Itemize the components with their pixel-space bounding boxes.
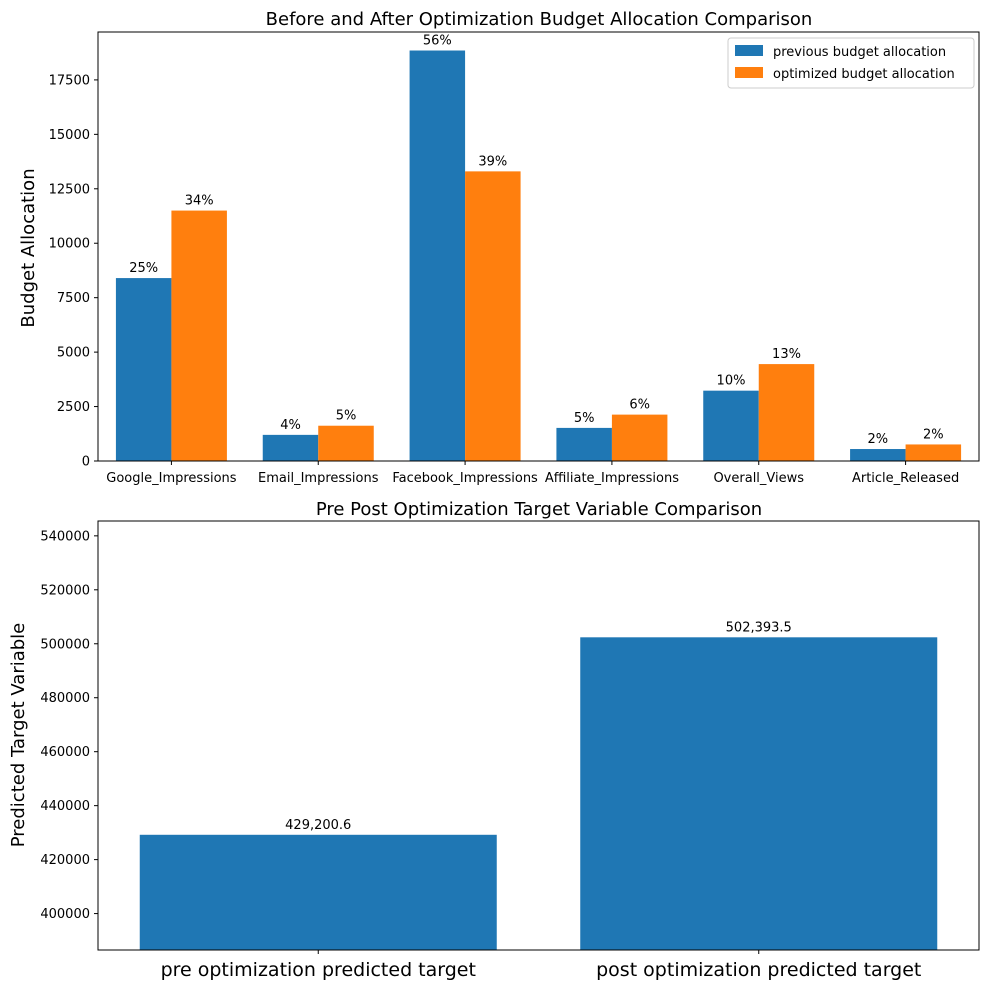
- bar-previous-budget-allocation-affiliate-impressions: [556, 427, 612, 461]
- bar-pre-optimization-predicted-target: [139, 834, 497, 950]
- bar-previous-budget-allocation-overall-views: [703, 390, 759, 461]
- bar-optimized-budget-allocation-affiliate-impressions: [611, 414, 668, 461]
- bar-optimized-budget-allocation-article-released: [905, 444, 962, 461]
- chart2-ylabel: Predicted Target Variable: [8, 623, 29, 848]
- x-tick-label-overall-views: Overall_Views: [713, 471, 804, 486]
- y-tick-label-15000: 15000: [49, 128, 90, 143]
- y-tick-label-17500: 17500: [49, 73, 90, 88]
- data-label-previous-budget-allocation-email-impressions: 4%: [280, 418, 301, 433]
- x-tick-label-pre-optimization-predicted-target: pre optimization predicted target: [161, 959, 476, 981]
- x-tick-label-email-impressions: Email_Impressions: [258, 471, 379, 486]
- legend-swatch-previous: [735, 45, 763, 56]
- data-label-pre-optimization-predicted-target: 429,200.6: [285, 818, 351, 833]
- y-tick-label-2500: 2500: [57, 400, 90, 415]
- bar-previous-budget-allocation-article-released: [850, 449, 906, 461]
- bar-previous-budget-allocation-email-impressions: [262, 434, 319, 461]
- data-label-post-optimization-predicted-target: 502,393.5: [726, 620, 792, 635]
- data-label-optimized-budget-allocation-email-impressions: 5%: [336, 409, 357, 424]
- y-tick-label-540000: 540000: [40, 529, 90, 544]
- target-variable-chart: Pre Post Optimization Target Variable Co…: [8, 499, 980, 981]
- bar-post-optimization-predicted-target: [580, 637, 938, 950]
- y-tick-label-10000: 10000: [49, 237, 90, 252]
- data-label-previous-budget-allocation-affiliate-impressions: 5%: [574, 411, 595, 426]
- x-tick-label-affiliate-impressions: Affiliate_Impressions: [545, 471, 679, 486]
- bar-optimized-budget-allocation-facebook-impressions: [465, 171, 521, 462]
- budget-allocation-chart: Before and After Optimization Budget All…: [18, 9, 980, 486]
- y-tick-label-7500: 7500: [57, 291, 90, 306]
- bar-previous-budget-allocation-google-impressions: [115, 278, 172, 461]
- y-tick-label-5000: 5000: [57, 346, 90, 361]
- bar-optimized-budget-allocation-google-impressions: [171, 210, 227, 461]
- data-label-optimized-budget-allocation-affiliate-impressions: 6%: [629, 398, 650, 413]
- y-tick-label-0: 0: [82, 455, 90, 470]
- chart1-ylabel: Budget Allocation: [18, 168, 39, 327]
- x-tick-label-article-released: Article_Released: [852, 471, 959, 486]
- data-label-previous-budget-allocation-facebook-impressions: 56%: [423, 34, 452, 49]
- legend-label-optimized: optimized budget allocation: [773, 67, 955, 82]
- y-tick-label-460000: 460000: [40, 745, 90, 760]
- chart1-legend: previous budget allocation optimized bud…: [727, 37, 975, 89]
- x-tick-label-post-optimization-predicted-target: post optimization predicted target: [596, 959, 921, 981]
- y-tick-label-520000: 520000: [40, 583, 90, 598]
- chart1-frame: [97, 31, 980, 462]
- y-tick-label-500000: 500000: [40, 637, 90, 652]
- chart2-frame: [97, 520, 980, 951]
- x-tick-label-google-impressions: Google_Impressions: [106, 471, 237, 486]
- y-tick-label-420000: 420000: [40, 853, 90, 868]
- chart1-title: Before and After Optimization Budget All…: [266, 9, 813, 30]
- bar-optimized-budget-allocation-email-impressions: [318, 425, 374, 461]
- data-label-previous-budget-allocation-article-released: 2%: [868, 432, 889, 447]
- y-tick-label-440000: 440000: [40, 799, 90, 814]
- data-label-optimized-budget-allocation-overall-views: 13%: [772, 347, 801, 362]
- data-label-previous-budget-allocation-google-impressions: 25%: [129, 261, 158, 276]
- y-tick-label-12500: 12500: [49, 182, 90, 197]
- bar-optimized-budget-allocation-overall-views: [758, 364, 815, 461]
- x-tick-label-facebook-impressions: Facebook_Impressions: [392, 471, 538, 486]
- legend-box: [727, 37, 975, 89]
- bar-previous-budget-allocation-facebook-impressions: [409, 50, 466, 461]
- data-label-previous-budget-allocation-overall-views: 10%: [717, 374, 746, 389]
- legend-label-previous: previous budget allocation: [773, 45, 946, 60]
- data-label-optimized-budget-allocation-facebook-impressions: 39%: [478, 154, 507, 169]
- data-label-optimized-budget-allocation-google-impressions: 34%: [185, 194, 214, 209]
- chart2-title: Pre Post Optimization Target Variable Co…: [316, 499, 762, 520]
- y-tick-label-400000: 400000: [40, 907, 90, 922]
- data-label-optimized-budget-allocation-article-released: 2%: [923, 427, 944, 442]
- legend-swatch-optimized: [735, 67, 763, 78]
- y-tick-label-480000: 480000: [40, 691, 90, 706]
